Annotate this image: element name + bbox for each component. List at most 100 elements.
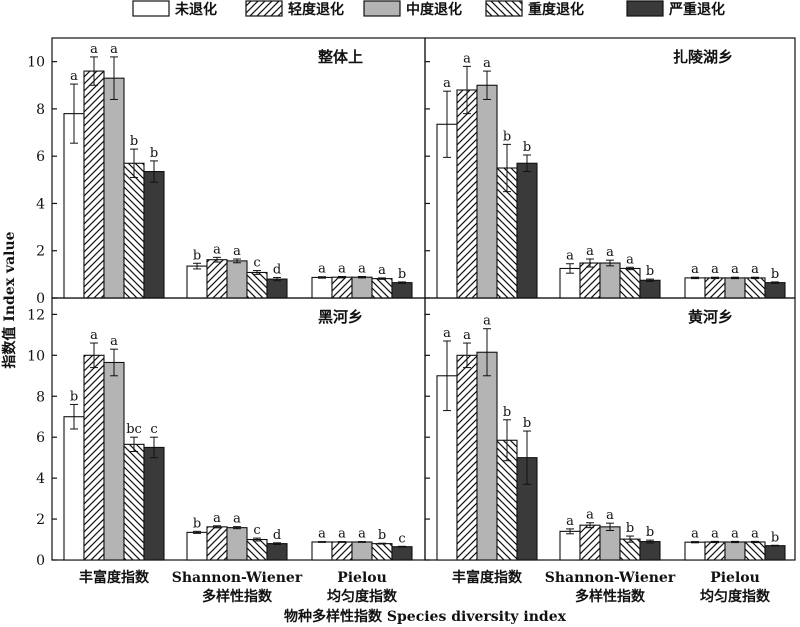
bar [266, 543, 288, 561]
bar [579, 524, 601, 561]
significance-letter: a [358, 527, 366, 542]
bar [266, 278, 288, 299]
significance-letter: a [566, 249, 574, 264]
bar [143, 446, 165, 561]
bar [639, 541, 661, 561]
significance-letter: a [566, 514, 574, 529]
significance-letter: a [318, 262, 326, 277]
category-label: Shannon-Wiener [172, 570, 303, 586]
significance-letter: a [338, 527, 346, 542]
significance-letter: b [503, 129, 511, 144]
significance-letter: c [150, 422, 157, 437]
bar [639, 279, 661, 299]
significance-letter: a [691, 527, 699, 542]
bar [559, 530, 581, 561]
significance-letter: b [646, 525, 654, 540]
significance-letter: b [523, 140, 531, 155]
bar [684, 277, 706, 299]
bar [371, 543, 393, 561]
bar [311, 541, 333, 561]
bar [123, 443, 145, 561]
significance-letter: a [606, 508, 614, 523]
y-tick-label: 2 [36, 244, 45, 260]
bar [311, 276, 333, 299]
y-tick-label: 6 [36, 430, 45, 446]
significance-letter: a [70, 69, 78, 84]
bar [579, 262, 601, 299]
legend: 未退化 轻度退化 中度退化 重度退化 严重退化 [132, 0, 725, 18]
bar [599, 262, 621, 299]
bar [206, 259, 228, 299]
y-tick-label: 8 [36, 102, 45, 118]
bar [246, 538, 268, 561]
bar [83, 70, 105, 299]
significance-letter: a [483, 314, 491, 329]
significance-letter: a [233, 244, 241, 259]
significance-letter: c [253, 256, 260, 271]
significance-letter: a [586, 244, 594, 259]
significance-letter: a [110, 42, 118, 57]
legend-swatch [363, 0, 401, 17]
bar [103, 77, 125, 299]
panel-title: 整体上 [318, 48, 363, 66]
bar [391, 282, 413, 299]
significance-letter: d [273, 528, 281, 543]
significance-letter: b [626, 521, 634, 536]
significance-letter: a [358, 261, 366, 276]
y-tick-label: 12 [27, 307, 45, 323]
significance-letter: a [711, 262, 719, 277]
bar [83, 354, 105, 561]
significance-letter: b [523, 416, 531, 431]
bar [186, 531, 208, 561]
bar [186, 265, 208, 299]
significance-letter: d [273, 262, 281, 277]
significance-letter: a [711, 526, 719, 541]
axis-labels: 丰富度指数 Shannon-Wiener 多样性指数 Pielou 均匀度指数 丰富度指数… [1, 231, 771, 625]
y-tick-label: 4 [36, 196, 45, 212]
bar [371, 278, 393, 299]
category-label: 丰富度指数 [79, 569, 150, 586]
y-tick-label: 0 [36, 553, 45, 569]
y-tick-label: 10 [27, 55, 45, 71]
significance-letter: a [378, 263, 386, 278]
bar [456, 89, 478, 299]
legend-swatch [626, 0, 664, 17]
bar [246, 271, 268, 299]
panel-title: 黄河乡 [688, 308, 733, 326]
category-label: 多样性指数 [575, 588, 646, 605]
significance-letter: a [626, 252, 634, 267]
significance-letter: a [90, 328, 98, 343]
significance-letter: a [751, 262, 759, 277]
bar [476, 84, 498, 299]
bar [744, 277, 766, 299]
legend-label: 轻度退化 [288, 1, 344, 18]
bar [206, 526, 228, 561]
x-axis-title: 物种多样性指数 Species diversity index [284, 608, 567, 625]
significance-letter: c [398, 531, 405, 546]
significance-letter: a [338, 261, 346, 276]
significance-letter: a [443, 326, 451, 341]
bar [391, 546, 413, 561]
bar [476, 351, 498, 561]
bar [456, 354, 478, 561]
significance-letter: b [646, 264, 654, 279]
bar [351, 276, 373, 299]
bar [516, 162, 538, 299]
panel-title: 扎陵湖乡 [673, 48, 733, 66]
category-label: Pielou [710, 570, 760, 586]
significance-letter: b [771, 530, 779, 545]
bar [724, 541, 746, 561]
significance-letter: b [150, 146, 158, 161]
bar [744, 541, 766, 561]
significance-letter: a [90, 42, 98, 57]
bar [619, 267, 641, 299]
significance-letter: a [318, 527, 326, 542]
bar [724, 277, 746, 299]
category-label: Pielou [337, 570, 387, 586]
bar [764, 282, 786, 299]
significance-letter: a [731, 526, 739, 541]
